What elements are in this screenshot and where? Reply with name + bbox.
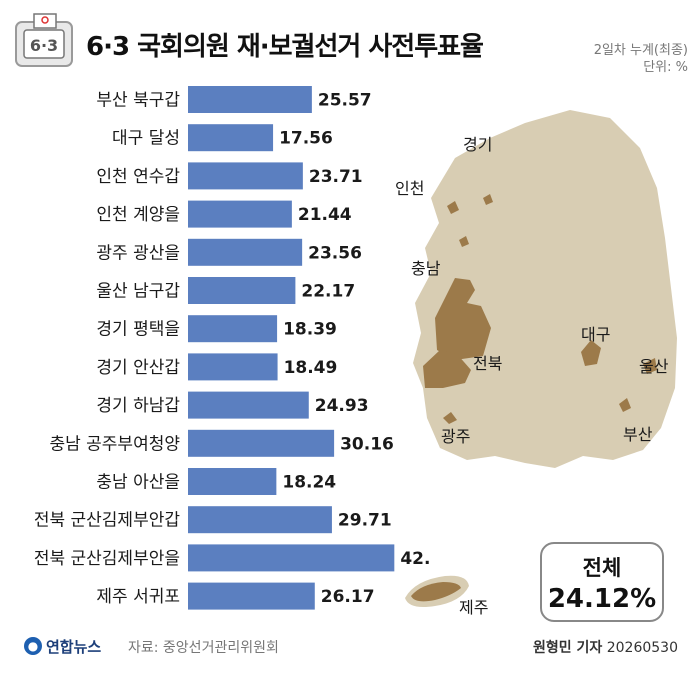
value-label: 23.71 [309,167,363,187]
bar [188,200,292,228]
bar [188,162,303,190]
category-label: 대구 달성 [112,129,180,149]
total-value: 24.12% [547,584,657,614]
category-label: 인천 연수갑 [96,167,180,187]
value-label: 25.57 [318,91,372,111]
bar [188,544,395,572]
yonhap-logo: ● 연합뉴스 [24,634,101,658]
value-label: 23.56 [308,243,362,263]
map-label-daegu: 대구 [581,325,610,344]
value-label: 18.39 [283,320,337,340]
bar [188,391,309,419]
value-label: 26.17 [321,587,375,607]
value-label: 17.56 [279,129,333,149]
value-label: 22.17 [301,282,355,302]
total-turnout-box: 전체 24.12% [540,542,664,622]
reporter-name: 원형민 기자 [533,640,603,656]
category-label: 경기 하남갑 [96,396,180,416]
bar [188,582,315,610]
bar [188,315,278,343]
category-label: 경기 평택을 [96,320,180,340]
busan-highlight [619,398,631,412]
value-label: 29.71 [338,511,392,531]
yonhap-logo-icon: ● [24,637,42,655]
total-label: 전체 [582,556,622,580]
category-label: 광주 광산을 [96,243,180,263]
jeju-highlight [411,582,461,602]
map-label-gwangju: 광주 [441,427,470,446]
bar [188,86,312,113]
ulsan-highlight [643,358,657,374]
map-label-jeonbuk: 전북 [473,354,502,373]
meta-unit: 단위: % [643,60,688,75]
publish-date: 20260530 [606,640,678,656]
value-label: 18.24 [282,473,336,493]
meta-cumulative: 2일차 누계(최종) [593,43,688,58]
bar [188,277,296,304]
category-label: 울산 남구갑 [96,282,180,302]
map-label-ulsan: 울산 [639,357,669,376]
category-label: 전북 군산김제부안갑 [34,511,181,531]
category-label: 인천 계양을 [96,205,180,225]
ballot-box-icon: 6·3 [15,13,73,67]
chart-meta: 2일차 누계(최종) 단위: % [594,42,688,76]
category-label: 경기 안산갑 [96,358,180,378]
pyeongtaek-highlight [459,236,469,247]
bar [188,238,303,266]
map-label-jeju: 제주 [459,598,488,617]
value-label: 30.16 [340,434,394,454]
value-label: 24.93 [315,396,369,416]
map-label-incheon: 인천 [395,179,424,198]
chungnam-highlight [435,278,491,360]
map-highlights [411,194,657,602]
daegu-highlight [581,340,601,366]
credit: 원형민 기자 20260530 [533,637,678,657]
bar [188,429,335,457]
category-label: 전북 군산김제부안을 [34,549,180,569]
bar-chart: 부산 북구갑 25.57 대구 달성 17.56 인천 연수갑 23.71 인천 계양을 21… [34,86,430,610]
source-text: 자료: 중앙선거관리위원회 [128,640,279,656]
category-label: 충남 공주부여청양 [49,434,180,454]
bar [188,124,274,152]
page-title: 6·3 국회의원 재·보궐선거 사전투표율 [86,32,484,62]
yonhap-logo-text: 연합뉴스 [46,637,102,656]
gwangju-highlight [443,412,457,424]
korea-mainland [413,110,677,468]
bar [188,353,278,381]
map-label-gyeonggi: 경기 [463,135,492,154]
jeonbuk-highlight [423,350,471,388]
korea-map: 경기 인천 충남 전북 광주 대구 울산 부산 제주 [395,110,677,617]
category-label: 부산 북구갑 [96,91,180,111]
category-label: 제주 서귀포 [96,587,180,607]
map-label-chungnam: 충남 [411,259,441,278]
value-label: 42.59 [400,549,430,569]
value-label: 18.49 [284,358,338,378]
bar [188,468,277,495]
bar [188,506,332,534]
hanam-highlight [483,194,493,205]
badge-text: 6·3 [30,36,58,55]
category-label: 충남 아산을 [96,473,180,493]
map-label-busan: 부산 [623,425,653,444]
incheon-highlight [447,201,459,214]
value-label: 21.44 [298,205,352,225]
